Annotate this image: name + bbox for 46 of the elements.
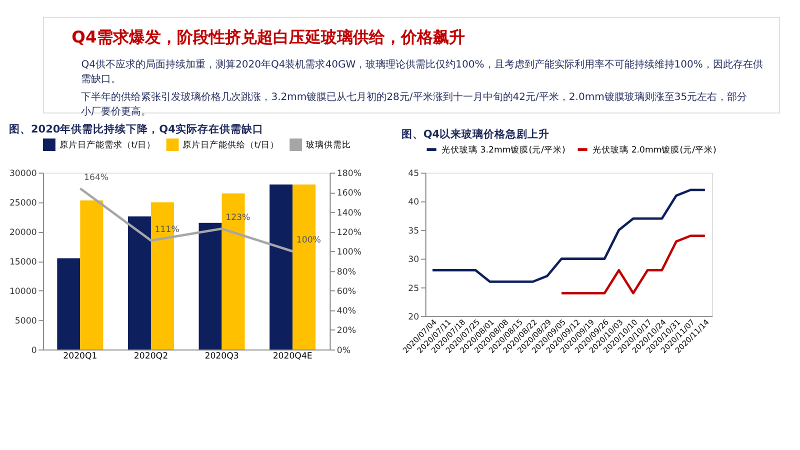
y-tick-label: 0 — [31, 346, 37, 356]
y2-tick-label: 80% — [336, 267, 356, 278]
data-label: 164% — [84, 172, 109, 183]
y2-tick-label: 60% — [336, 286, 356, 297]
bar — [270, 184, 293, 350]
y-tick-label: 25 — [408, 284, 420, 294]
legend-label: 光伏玻璃 3.2mm镀膜(元/平米) — [442, 144, 566, 156]
legend-label: 原片日产能需求（t/日） — [59, 140, 156, 151]
y2-tick-label: 20% — [336, 326, 356, 336]
bar — [128, 216, 151, 350]
y-tick-label: 15000 — [9, 257, 37, 268]
bar — [80, 200, 104, 350]
legend-label: 玻璃供需比 — [306, 140, 351, 151]
bar — [198, 222, 222, 350]
y-tick-label: 30 — [408, 255, 420, 266]
y-tick-label: 10000 — [9, 286, 37, 297]
legend-label: 原片日产能供给（t/日） — [182, 140, 279, 151]
text: 下半年的供给紧张引发玻璃价格几次跳涨，3.2mm镀膜已从七月初的28元/平米涨到十一月中旬的42元/平米，2.0mm镀膜玻璃则涨至35元左右，部分小厂要价更高。 — [81, 91, 748, 118]
legend-label: 光伏玻璃 2.0mm镀膜(元/平米) — [592, 144, 716, 156]
text: Q4供不应求的局面持续加重，测算2020年Q4装机需求40GW，玻璃理论供需比仅约100%，且考虑到产能实际利用率不可能持续维持100%，因此存在供需缺口。 — [81, 58, 763, 85]
bar — [57, 258, 80, 350]
y2-tick-label: 0% — [336, 346, 351, 356]
y-tick-label: 20000 — [9, 228, 37, 238]
x-tick-label: 2020Q1 — [63, 352, 98, 362]
x-tick-label: 2020Q3 — [204, 352, 239, 362]
y2-tick-label: 40% — [336, 306, 356, 317]
chart-title: 图、Q4以来玻璃价格急剧上升 — [401, 127, 550, 140]
y-tick-label: 30000 — [9, 169, 37, 180]
y2-tick-label: 180% — [336, 169, 362, 180]
y-tick-label: 35 — [408, 226, 420, 236]
line-series — [560, 234, 706, 294]
line-series — [431, 188, 706, 283]
y-tick-label: 45 — [408, 169, 420, 180]
x-tick-label: 2020Q2 — [134, 352, 168, 362]
y2-tick-label: 160% — [336, 188, 362, 199]
y-tick-label: 40 — [408, 198, 420, 208]
y2-tick-label: 140% — [336, 208, 362, 218]
y-tick-label: 5000 — [14, 316, 37, 326]
y-tick-label: 25000 — [9, 198, 37, 209]
y-tick-label: 20 — [408, 312, 420, 322]
y2-tick-label: 120% — [336, 228, 362, 238]
chart-title: 图、2020年供需比持续下降，Q4实际存在供需缺口 — [8, 122, 264, 136]
y2-tick-label: 100% — [336, 248, 362, 258]
line-series — [78, 187, 294, 253]
text: Q4需求爆发，阶段性挤兑超白压延玻璃供给，价格飙升 — [72, 28, 465, 47]
x-tick-label: 2020Q4E — [272, 352, 312, 362]
